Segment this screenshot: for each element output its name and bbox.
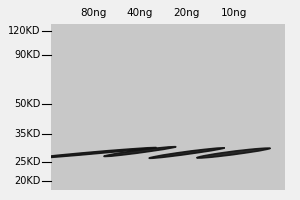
Ellipse shape [196,148,271,158]
Text: 20KD: 20KD [14,176,40,186]
Text: 20ng: 20ng [173,8,200,18]
Text: 50KD: 50KD [14,99,40,109]
Text: 90KD: 90KD [14,50,40,60]
Ellipse shape [149,148,225,158]
Text: 80ng: 80ng [80,8,106,18]
Text: 35KD: 35KD [14,129,40,139]
Text: 10ng: 10ng [220,8,247,18]
Text: 120KD: 120KD [8,26,41,36]
Ellipse shape [30,147,157,159]
Text: 25KD: 25KD [14,157,40,167]
Ellipse shape [104,147,176,157]
Text: 40ng: 40ng [127,8,153,18]
